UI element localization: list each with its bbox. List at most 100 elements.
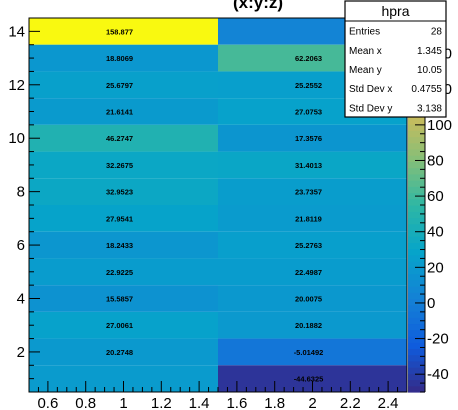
heatmap-cell: [29, 71, 218, 99]
x-tick-label: 0.8: [75, 395, 96, 410]
heatmap-cell: [29, 124, 218, 152]
cell-value-label: 27.0061: [106, 321, 133, 330]
stats-row-label: Mean x: [349, 46, 382, 57]
cell-value-label: 27.0753: [295, 108, 322, 117]
color-scale-segment: [408, 236, 425, 243]
color-scale-segment: [408, 167, 425, 175]
cell-value-label: 18.8069: [106, 54, 133, 63]
color-scale-segment: [408, 217, 425, 225]
color-scale-segment: [408, 298, 425, 306]
cell-value-label: 25.2763: [295, 241, 322, 250]
cell-value-label: 22.4987: [295, 268, 322, 277]
color-scale-segment: [408, 211, 425, 219]
heatmap-cell: [29, 258, 218, 286]
color-scale-segment: [408, 229, 425, 237]
cell-value-label: 46.2747: [106, 134, 133, 143]
cell-value-label: 20.0075: [295, 295, 322, 304]
stats-row-value: 10.05: [417, 65, 442, 76]
cell-value-label: 62.2063: [295, 54, 322, 63]
color-scale-segment: [408, 304, 425, 312]
y-tick-label: 6: [17, 237, 25, 254]
heatmap-cell: [218, 338, 407, 366]
cell-value-label: -44.6325: [294, 375, 324, 384]
x-tick-label: 1.8: [264, 395, 285, 410]
heatmap-cell: [29, 311, 218, 339]
color-scale-segment: [408, 117, 425, 125]
cell-value-label: 32.9523: [106, 188, 133, 197]
color-scale-segment: [408, 310, 425, 318]
cell-value-label: 21.8119: [295, 214, 322, 223]
axes: 0.6 0.8 1 1.2 1.4 1.6 1.8 2 2.2 2.4 2 4 6 8 10 12 14: [8, 17, 408, 410]
cell-value-label: 31.4013: [295, 161, 322, 170]
color-scale-segment: [408, 335, 425, 343]
heatmap-cell: [29, 98, 218, 125]
heatmap-cell: [29, 18, 218, 45]
color-scale-segment: [408, 323, 425, 331]
color-scale-label: 20: [427, 259, 444, 276]
cell-value-label: 20.1882: [295, 321, 322, 330]
x-tick-label: 0.6: [37, 395, 58, 410]
cell-value-label: 25.6797: [106, 81, 133, 90]
color-scale-segment: [408, 161, 425, 169]
heatmap-cell: [218, 258, 407, 286]
color-scale-segment: [408, 342, 425, 349]
cell-value-label: 25.2552: [295, 81, 322, 90]
color-scale-segment: [408, 385, 425, 393]
x-tick-label: 2: [308, 395, 316, 410]
x-tick-label: 1.4: [189, 395, 210, 410]
stats-row-label: Mean y: [349, 65, 382, 76]
color-scale-segment: [408, 198, 425, 206]
color-scale-segment: [408, 180, 425, 187]
heatmap-cell: [29, 205, 218, 232]
color-scale-segment: [408, 286, 425, 293]
cell-value-label: 20.2748: [106, 348, 133, 357]
heatmap-cell: [29, 151, 218, 179]
x-tick-label: 1.6: [226, 395, 247, 410]
color-scale-segment: [408, 379, 425, 387]
cell-value-label: 32.2675: [106, 161, 133, 170]
y-tick-label: 8: [17, 184, 25, 201]
color-scale-label: 80: [427, 152, 444, 169]
cell-value-label: 18.2433: [106, 241, 133, 250]
color-scale-segment: [408, 348, 425, 356]
color-scale-segment: [408, 273, 425, 281]
stats-row-label: Entries: [349, 27, 380, 38]
color-scale-segment: [408, 373, 425, 381]
stats-box-name: hpra: [381, 3, 409, 19]
heatmap-cell: [29, 338, 218, 366]
y-tick-label: 2: [17, 344, 25, 361]
heatmap-cell: [218, 124, 407, 152]
stats-row-label: Std Dev x: [349, 84, 392, 95]
x-tick-label: 2.4: [378, 395, 399, 410]
cell-value-label: 27.9541: [106, 214, 133, 223]
color-scale-segment: [408, 261, 425, 268]
heatmap-cell: [29, 44, 218, 72]
x-tick-label: 2.2: [340, 395, 361, 410]
color-scale-label: -40: [427, 366, 449, 383]
chart-title: (x:y:z): [233, 0, 283, 12]
color-scale-segment: [408, 148, 425, 156]
color-scale-label: 40: [427, 224, 444, 241]
heatmap-cell: [218, 285, 407, 312]
cell-value-label: 158.877: [106, 27, 133, 36]
stats-row-value: 28: [431, 27, 443, 38]
color-scale-segment: [408, 354, 425, 362]
stats-row-value: 1.345: [417, 46, 442, 57]
heatmap-cell: [218, 231, 407, 259]
color-scale-segment: [408, 205, 425, 212]
cell-value-label: 23.7357: [295, 188, 322, 197]
color-scale-segment: [408, 155, 425, 162]
y-tick-label: 14: [8, 23, 25, 40]
color-scale-segment: [408, 130, 425, 138]
y-tick-label: 10: [8, 130, 25, 147]
color-scale-segment: [408, 254, 425, 262]
x-tick-label: 1.2: [151, 395, 172, 410]
color-scale-segment: [408, 292, 425, 300]
color-scale-segment: [408, 279, 425, 287]
color-scale-segment: [408, 136, 425, 144]
color-scale-segment: [408, 267, 425, 275]
x-tick-label: 1: [119, 395, 127, 410]
color-scale-segment: [408, 242, 425, 250]
